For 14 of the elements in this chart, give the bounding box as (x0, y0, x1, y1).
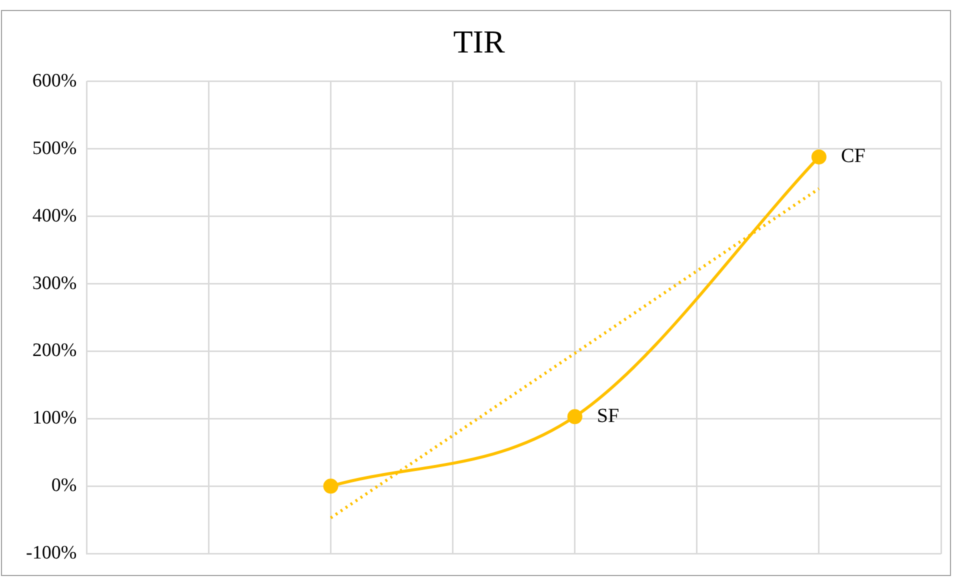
annotation: CF (840, 145, 866, 168)
y-tick-label: 600% (32, 70, 77, 92)
y-tick-label: 200% (32, 340, 77, 362)
y-tick-label: 100% (32, 408, 77, 429)
annotation: SF (596, 404, 620, 427)
point (811, 149, 826, 164)
y-tick-label: 300% (32, 272, 77, 294)
y-tick-label: 400% (32, 205, 77, 226)
point (567, 409, 582, 424)
chart-title: TIR (453, 24, 506, 60)
y-tick-label: 0% (51, 475, 77, 496)
point (323, 478, 338, 494)
y-tick-label: -100% (26, 542, 77, 564)
y-tick-label: 500% (32, 138, 77, 159)
